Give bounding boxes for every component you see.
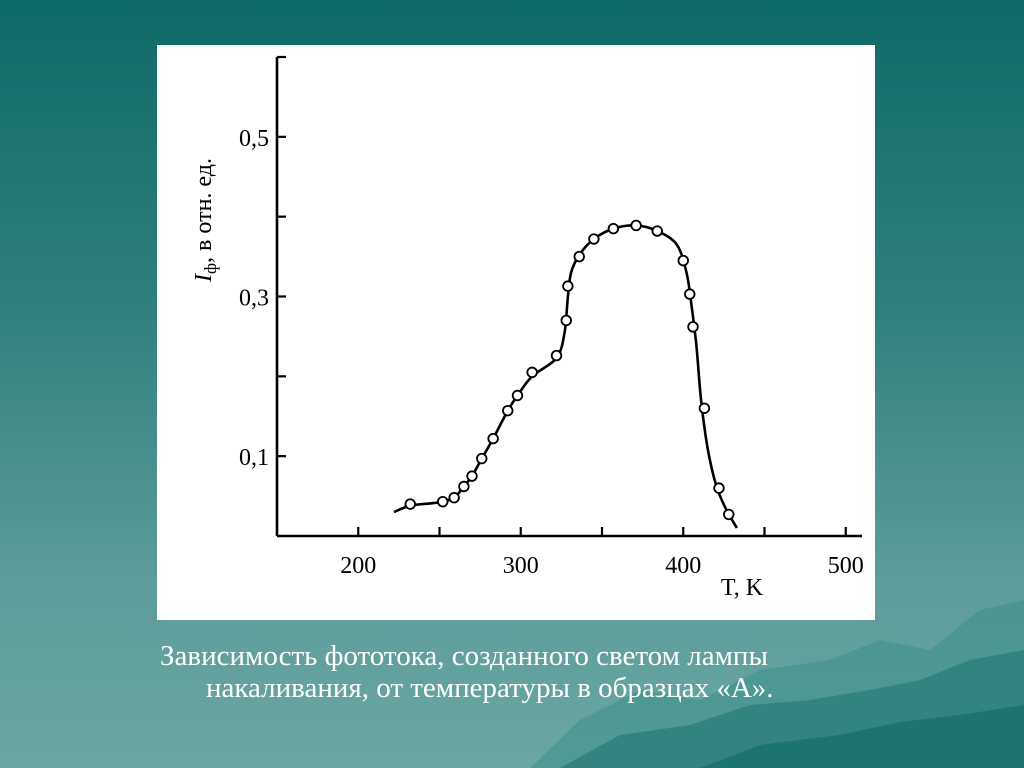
data-point (487, 432, 499, 445)
y-tick-label: 0,3 (239, 286, 269, 312)
caption-line-1: Зависимость фототока, созданного светом … (160, 640, 768, 672)
data-point (476, 452, 488, 465)
series-line (393, 224, 739, 529)
chart-panel: 200 300 400 500 0,1 0,3 0,5 T, K Iф, в отн. ед… (157, 45, 875, 620)
data-point (448, 491, 460, 504)
data-point (511, 389, 524, 402)
y-axis-label-rest: , в отн. ед. (191, 158, 217, 263)
data-point (698, 402, 711, 414)
tick-labels: 200 300 400 500 0,1 0,3 0,5 (239, 126, 864, 579)
chart: 200 300 400 500 0,1 0,3 0,5 T, K Iф, в отн. ед… (191, 55, 864, 601)
data-point (651, 225, 663, 237)
y-axis-label-sub: ф (201, 263, 220, 274)
data-point (630, 219, 642, 232)
data-point (458, 480, 470, 493)
y-axis-label: Iф, в отн. ед. (191, 158, 220, 283)
data-points (404, 219, 735, 521)
data-point (687, 321, 699, 333)
data-point (588, 233, 600, 245)
data-point (677, 254, 689, 267)
data-point (723, 508, 735, 521)
data-point (573, 250, 585, 263)
data-point (466, 470, 478, 482)
y-tick-label: 0,5 (239, 126, 269, 152)
x-axis-label: T, K (721, 575, 764, 601)
data-point (404, 498, 416, 510)
y-tick-label: 0,1 (239, 445, 269, 471)
x-tick-label: 400 (665, 553, 701, 579)
data-point (562, 280, 574, 292)
caption-line-2: накаливания, от температуры в образцах «… (206, 672, 774, 704)
data-point (560, 314, 572, 327)
slide-caption: Зависимость фототока, созданного светом … (140, 640, 900, 704)
data-point (437, 495, 449, 508)
data-point (684, 288, 696, 300)
ticks (277, 55, 847, 536)
axes (275, 57, 862, 538)
data-point (550, 349, 563, 362)
x-tick-label: 300 (503, 553, 539, 579)
x-tick-label: 500 (828, 553, 864, 579)
x-tick-label: 200 (340, 553, 376, 579)
data-point (502, 404, 514, 417)
data-point (713, 482, 725, 494)
y-axis-label-main: I (191, 273, 217, 283)
data-point (526, 366, 538, 379)
data-point (607, 222, 620, 235)
